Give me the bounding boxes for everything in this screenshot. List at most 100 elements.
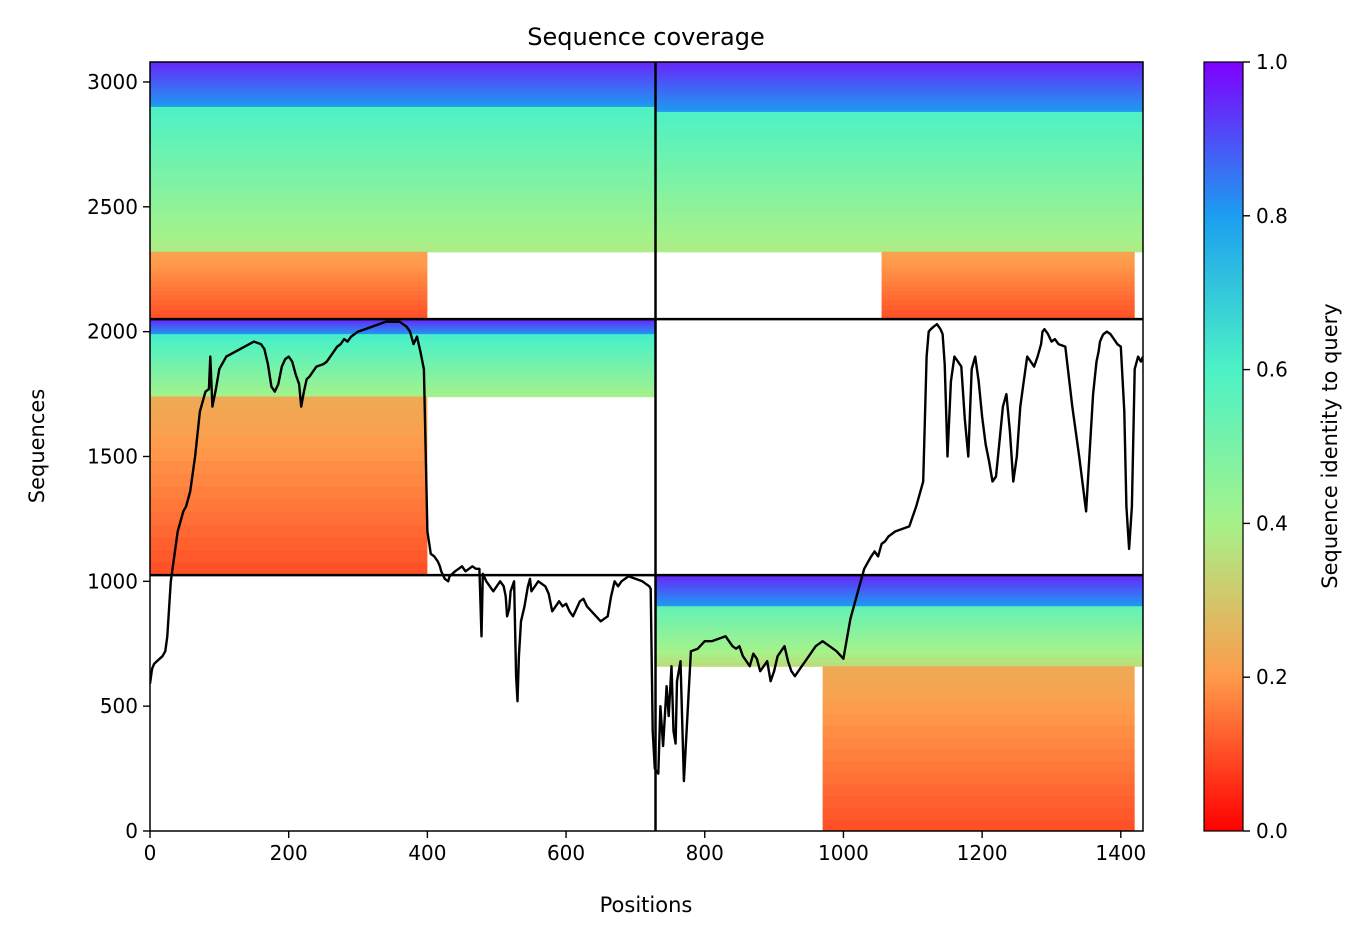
block-dividers bbox=[150, 62, 1143, 831]
heatmap-cell bbox=[655, 614, 1143, 620]
heatmap-cell bbox=[655, 588, 1143, 592]
heatmap-cell bbox=[150, 396, 428, 410]
heatmap-cell bbox=[881, 285, 1135, 291]
heatmap-cell bbox=[150, 387, 656, 393]
heatmap-cell bbox=[655, 108, 1143, 113]
colorbar-ticks: 0.0 0.2 0.4 0.6 0.8 1.0 bbox=[1243, 50, 1288, 843]
heatmap-cell bbox=[655, 610, 1143, 616]
heatmap-cell bbox=[150, 189, 656, 201]
x-tick-label: 200 bbox=[270, 841, 308, 865]
heatmap-cell bbox=[150, 84, 656, 89]
plot-frame bbox=[149, 61, 1144, 832]
heatmap-cell bbox=[881, 266, 1135, 272]
heatmap-cell bbox=[150, 328, 656, 331]
heatmap-cell bbox=[655, 619, 1143, 625]
heatmap-cell bbox=[150, 261, 428, 267]
heatmap-cell bbox=[150, 334, 656, 340]
heatmap-cell bbox=[822, 819, 1135, 831]
heatmap-cell bbox=[655, 590, 1143, 594]
heatmap-cell bbox=[655, 111, 1143, 123]
heatmap-cell bbox=[881, 309, 1135, 315]
heatmap-cell bbox=[150, 343, 656, 349]
heatmap-cell bbox=[150, 365, 656, 371]
y-tick-label: 1000 bbox=[87, 569, 138, 593]
heatmap-cell bbox=[655, 627, 1143, 633]
heatmap-cell bbox=[150, 434, 428, 449]
heatmap-cell bbox=[150, 351, 656, 358]
heatmap-cell bbox=[822, 689, 1135, 703]
heatmap-cell bbox=[150, 332, 656, 334]
heatmap-cell bbox=[150, 169, 656, 180]
x-tick-label: 600 bbox=[547, 841, 585, 865]
heatmap-cell bbox=[150, 94, 656, 98]
heatmap-cell bbox=[881, 280, 1135, 287]
heatmap-cell bbox=[150, 65, 656, 70]
heatmap-cell bbox=[150, 326, 656, 329]
x-axis-label: Positions bbox=[600, 893, 693, 917]
heatmap-cell bbox=[150, 251, 428, 258]
heatmap-cell bbox=[881, 304, 1135, 311]
heatmap-cell bbox=[150, 338, 656, 344]
heatmap-cell bbox=[655, 649, 1143, 654]
y-tick-label: 1500 bbox=[87, 444, 138, 468]
heatmap-cell bbox=[822, 677, 1135, 691]
heatmap-cell bbox=[655, 86, 1143, 92]
heatmap-cell bbox=[150, 524, 428, 538]
heatmap-cell bbox=[150, 536, 428, 551]
heatmap-cell bbox=[655, 581, 1143, 585]
heatmap-band-0-1 bbox=[150, 106, 656, 253]
heatmap-cell bbox=[655, 623, 1143, 629]
heatmap-cell bbox=[150, 179, 656, 191]
heatmap-cell bbox=[150, 360, 656, 366]
heatmap-cell bbox=[150, 271, 428, 277]
heatmap-cell bbox=[150, 325, 656, 328]
heatmap-cell bbox=[655, 141, 1143, 153]
heatmap-cell bbox=[150, 127, 656, 139]
heatmap-cell bbox=[150, 68, 656, 73]
heatmap-cell bbox=[822, 772, 1135, 785]
heatmap-cell bbox=[655, 104, 1143, 109]
x-axis-ticks: 0 200 400 600 800 1000 1200 1400 bbox=[144, 831, 1146, 865]
heatmap-cell bbox=[150, 498, 428, 512]
heatmap-cell bbox=[881, 256, 1135, 262]
colorbar-tick-label: 0.0 bbox=[1256, 819, 1288, 843]
heatmap-band-0-2 bbox=[150, 251, 428, 320]
heatmap-cell bbox=[150, 383, 656, 389]
heatmap-band-3-0 bbox=[655, 575, 1143, 607]
x-tick-label: 1200 bbox=[957, 841, 1008, 865]
heatmap-cell bbox=[150, 321, 656, 323]
heatmap-cell bbox=[655, 636, 1143, 642]
coverage-line-group bbox=[150, 320, 1143, 783]
heatmap-cell bbox=[655, 90, 1143, 95]
heatmap-cell bbox=[655, 191, 1143, 203]
heatmap-cell bbox=[150, 309, 428, 315]
heatmap-cell bbox=[150, 511, 428, 525]
heatmap-cell bbox=[655, 97, 1143, 102]
y-tick-label: 3000 bbox=[87, 70, 138, 94]
heatmap-cell bbox=[150, 320, 656, 322]
heatmap-cell bbox=[150, 231, 656, 243]
heatmap-cell bbox=[881, 314, 1135, 320]
heatmap-cell bbox=[150, 299, 428, 306]
heatmap-cell bbox=[150, 409, 428, 423]
heatmap-cell bbox=[150, 220, 656, 232]
heatmap-cell bbox=[150, 71, 656, 76]
heatmap-band-2-1 bbox=[150, 334, 656, 398]
x-tick-label: 0 bbox=[144, 841, 157, 865]
heatmap-cell bbox=[655, 69, 1143, 74]
colorbar-tick-label: 0.8 bbox=[1256, 204, 1288, 228]
heatmap-cell bbox=[655, 583, 1143, 587]
heatmap-cell bbox=[822, 713, 1135, 726]
heatmap-cell bbox=[822, 701, 1135, 714]
heatmap-cell bbox=[655, 604, 1143, 607]
heatmap-band-1-0 bbox=[655, 62, 1143, 113]
heatmap-cell bbox=[655, 631, 1143, 637]
colorbar-tick-label: 0.2 bbox=[1256, 665, 1288, 689]
heatmap-cell bbox=[881, 275, 1135, 282]
heatmap-cell bbox=[655, 72, 1143, 77]
heatmap-cell bbox=[655, 121, 1143, 133]
colorbar-tick-label: 0.6 bbox=[1256, 358, 1288, 382]
heatmap-band-3-2 bbox=[822, 666, 1135, 831]
heatmap-cell bbox=[881, 295, 1135, 301]
heatmap-cell bbox=[655, 161, 1143, 173]
